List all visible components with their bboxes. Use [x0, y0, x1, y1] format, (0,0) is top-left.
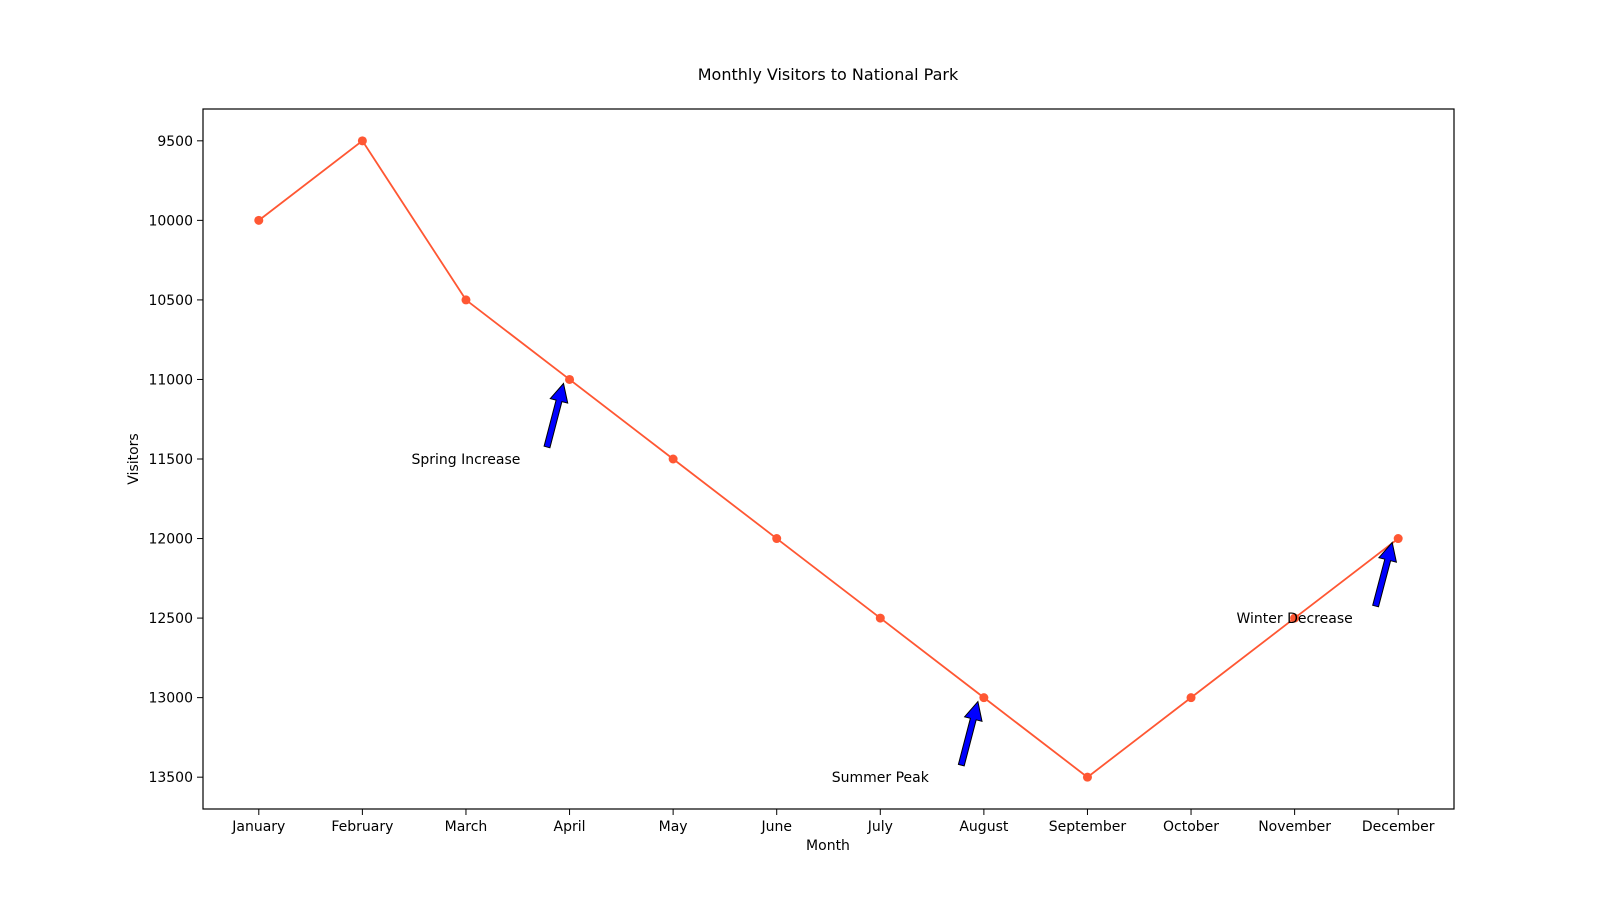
x-tick-label: August [959, 819, 1009, 835]
y-tick-label: 11500 [148, 452, 193, 468]
x-tick-label: April [554, 819, 586, 835]
x-tick-label: November [1258, 819, 1331, 835]
y-tick-label: 11000 [148, 372, 193, 388]
data-point [357, 136, 367, 146]
y-axis: 9500 10000 10500 11000 11500 12000 12500 13000 1… [148, 134, 203, 786]
data-point [461, 295, 471, 305]
y-tick-label: 13000 [148, 691, 193, 707]
annotation-arrow [543, 382, 569, 449]
y-tick-label: 12500 [148, 611, 193, 627]
x-tick-label: February [331, 819, 393, 835]
data-point [772, 534, 782, 544]
data-point [1186, 693, 1196, 703]
y-tick-label: 9500 [157, 134, 193, 150]
x-tick-label: January [231, 819, 285, 835]
annotation-arrow [1372, 541, 1398, 608]
annotation-arrow [957, 700, 983, 767]
x-tick-label: December [1362, 819, 1435, 835]
x-tick-label: March [445, 819, 488, 835]
data-point [979, 693, 989, 703]
annotation-label: Summer Peak [832, 770, 930, 786]
x-tick-label: September [1049, 819, 1127, 835]
data-point [668, 454, 678, 464]
x-axis-label: Month [806, 838, 850, 854]
series-line [258, 139, 1399, 779]
annotation-layer: Spring Increase Summer Peak Winter Decreas… [412, 382, 1398, 786]
chart-title: Monthly Visitors to National Park [698, 65, 959, 84]
y-tick-label: 12000 [148, 532, 193, 548]
data-point [565, 374, 575, 384]
data-point [1082, 772, 1092, 782]
x-tick-label: June [760, 819, 792, 835]
y-tick-label: 10000 [148, 213, 193, 229]
y-tick-label: 10500 [148, 293, 193, 309]
series-layer [254, 136, 1403, 782]
data-point [254, 215, 264, 225]
x-tick-label: May [659, 819, 688, 835]
y-axis-label: Visitors [126, 433, 142, 484]
x-tick-label: July [867, 819, 893, 835]
annotation-label: Spring Increase [412, 452, 521, 468]
x-tick-label: October [1163, 819, 1219, 835]
data-point [1290, 613, 1300, 623]
plot-area [202, 108, 1455, 810]
x-axis: January February March April May June July Augu… [231, 809, 1435, 835]
y-tick-label: 13500 [148, 770, 193, 786]
data-point [1393, 534, 1403, 544]
annotation-label: Winter Decrease [1236, 611, 1352, 627]
data-point [875, 613, 885, 623]
